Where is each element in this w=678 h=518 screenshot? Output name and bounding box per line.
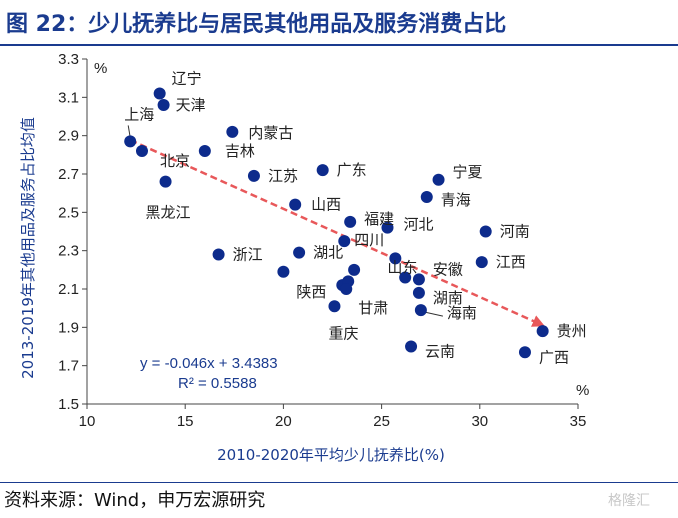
data-point bbox=[340, 283, 353, 295]
point-label: 宁夏 bbox=[453, 163, 483, 181]
regression-equation: y = -0.046x + 3.4383 bbox=[140, 355, 278, 372]
y-tick-label: 2.7 bbox=[58, 166, 79, 183]
point-label: 陕西 bbox=[296, 283, 326, 301]
x-tick-label: 25 bbox=[373, 413, 390, 430]
data-point bbox=[414, 304, 427, 317]
source-divider bbox=[0, 482, 678, 483]
x-tick-label: 20 bbox=[275, 413, 292, 430]
data-point bbox=[348, 263, 361, 276]
point-label: 山西 bbox=[311, 196, 341, 214]
data-point bbox=[153, 87, 166, 100]
data-point bbox=[135, 145, 148, 157]
point-label: 青海 bbox=[441, 191, 471, 209]
data-point bbox=[198, 145, 211, 157]
data-point bbox=[412, 286, 425, 299]
point-label: 广东 bbox=[337, 161, 367, 179]
point-label: 甘肃 bbox=[358, 299, 388, 317]
y-tick-label: 1.9 bbox=[58, 319, 79, 336]
point-label: 吉林 bbox=[225, 142, 255, 160]
point-label: 江苏 bbox=[268, 167, 298, 185]
data-point bbox=[399, 271, 412, 284]
x-axis-label: 2010-2020年平均少儿抚养比(%) bbox=[217, 446, 445, 464]
data-point bbox=[328, 300, 341, 313]
point-label: 重庆 bbox=[328, 324, 358, 342]
data-point bbox=[432, 173, 445, 186]
point-label: 福建 bbox=[364, 210, 394, 228]
point-label: 贵州 bbox=[557, 322, 587, 340]
data-point bbox=[293, 246, 306, 259]
point-label: 浙江 bbox=[233, 246, 263, 264]
point-label: 黑龙江 bbox=[146, 204, 191, 222]
point-label: 湖北 bbox=[313, 244, 343, 262]
y-tick-label: 3.1 bbox=[58, 89, 79, 106]
data-point bbox=[479, 225, 492, 238]
data-point bbox=[536, 325, 549, 338]
data-point bbox=[518, 346, 531, 359]
data-points bbox=[124, 87, 549, 359]
data-point bbox=[475, 256, 488, 269]
watermark-logo: 格隆汇 bbox=[608, 493, 650, 509]
source-note: 资料来源：Wind，申万宏源研究 bbox=[4, 490, 266, 511]
point-label: 江西 bbox=[496, 253, 526, 271]
data-point bbox=[157, 99, 170, 111]
trendline bbox=[129, 138, 545, 327]
point-label: 广西 bbox=[539, 348, 569, 366]
data-point bbox=[212, 248, 225, 261]
chart-title: 图 22：少儿抚养比与居民其他用品及服务消费占比 bbox=[6, 12, 507, 37]
r-squared-label: R² = 0.5588 bbox=[178, 375, 257, 392]
x-tick-label: 35 bbox=[570, 413, 587, 430]
x-unit-label: % bbox=[576, 382, 589, 399]
data-point bbox=[420, 191, 433, 203]
leader-line bbox=[127, 125, 131, 138]
data-point bbox=[389, 252, 402, 265]
x-tick-label: 15 bbox=[177, 413, 194, 430]
data-point bbox=[124, 135, 137, 148]
y-axis-label: 2013-2019年其他用品及服务占比均值 bbox=[19, 117, 37, 379]
data-point bbox=[159, 175, 172, 188]
data-point bbox=[405, 340, 418, 353]
y-tick-label: 2.1 bbox=[58, 281, 79, 298]
point-label: 安徽 bbox=[433, 260, 463, 278]
axes bbox=[86, 59, 578, 405]
tick-labels: 1.5 1.7 1.9 2.1 2.3 2.5 2.7 2.9 3.1 3.3 10 15 20 25 30… bbox=[58, 51, 586, 430]
title-divider bbox=[0, 44, 678, 46]
data-point bbox=[289, 198, 302, 211]
y-tick-label: 1.5 bbox=[58, 396, 79, 413]
data-point bbox=[277, 265, 290, 278]
x-tick-label: 10 bbox=[79, 413, 96, 430]
point-label: 湖南 bbox=[433, 289, 463, 307]
data-point bbox=[412, 273, 425, 286]
trend-arrow bbox=[129, 138, 545, 327]
data-point bbox=[381, 221, 394, 234]
point-label: 云南 bbox=[425, 343, 455, 361]
point-label: 辽宁 bbox=[172, 70, 202, 88]
y-tick-label: 3.3 bbox=[58, 51, 79, 68]
y-tick-label: 2.9 bbox=[58, 128, 79, 145]
leader-line bbox=[424, 311, 443, 317]
y-unit-label: % bbox=[94, 60, 107, 77]
point-label: 北京 bbox=[160, 152, 190, 170]
y-tick-label: 1.7 bbox=[58, 358, 79, 375]
point-label: 四川 bbox=[354, 231, 384, 249]
y-tick-label: 2.5 bbox=[58, 204, 79, 221]
point-label: 河北 bbox=[403, 216, 433, 234]
point-label: 山东 bbox=[387, 258, 417, 276]
data-point bbox=[338, 235, 351, 248]
data-point bbox=[247, 169, 260, 182]
data-point bbox=[226, 125, 239, 138]
data-point bbox=[344, 215, 357, 228]
point-label: 河南 bbox=[500, 223, 530, 241]
data-point bbox=[316, 164, 329, 177]
point-label: 内蒙古 bbox=[248, 124, 293, 142]
point-label: 上海 bbox=[124, 105, 154, 123]
point-label: 天津 bbox=[176, 96, 206, 114]
y-tick-label: 2.3 bbox=[58, 243, 79, 260]
point-label: 海南 bbox=[447, 304, 477, 322]
scatter-chart: 1.5 1.7 1.9 2.1 2.3 2.5 2.7 2.9 3.1 3.3 10 15 20 25 30… bbox=[19, 51, 589, 464]
x-tick-label: 30 bbox=[471, 413, 488, 430]
